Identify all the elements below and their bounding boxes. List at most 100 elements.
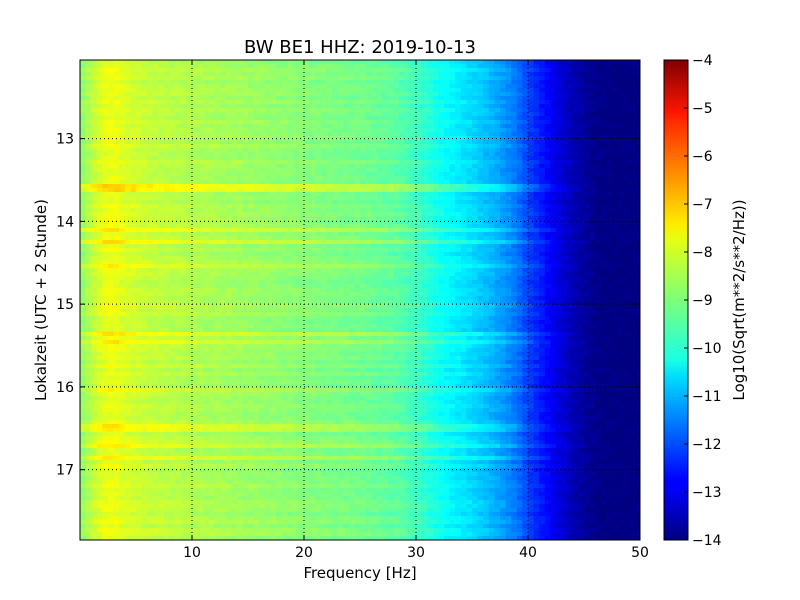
heatmap-cell — [360, 112, 367, 117]
heatmap-cell — [617, 128, 624, 133]
heatmap-cell — [281, 108, 288, 113]
heatmap-cell — [332, 184, 339, 189]
heatmap-cell — [169, 68, 176, 73]
heatmap-cell — [203, 180, 210, 185]
heatmap-cell — [96, 252, 103, 257]
heatmap-cell — [477, 156, 484, 161]
heatmap-cell — [298, 224, 305, 229]
heatmap-cell — [141, 120, 148, 125]
heatmap-cell — [550, 148, 557, 153]
heatmap-cell — [130, 152, 137, 157]
heatmap-cell — [136, 140, 143, 145]
heatmap-cell — [455, 188, 462, 193]
heatmap-cell — [556, 84, 563, 89]
heatmap-cell — [444, 184, 451, 189]
heatmap-cell — [360, 248, 367, 253]
heatmap-cell — [309, 76, 316, 81]
heatmap-cell — [477, 200, 484, 205]
heatmap-cell — [85, 196, 92, 201]
heatmap-cell — [348, 148, 355, 153]
heatmap-cell — [472, 220, 479, 225]
heatmap-cell — [404, 124, 411, 129]
heatmap-cell — [119, 64, 126, 69]
heatmap-cell — [124, 92, 131, 97]
heatmap-cell — [292, 76, 299, 81]
heatmap-cell — [197, 176, 204, 181]
heatmap-cell — [376, 148, 383, 153]
heatmap-cell — [315, 128, 322, 133]
heatmap-cell — [505, 108, 512, 113]
heatmap-cell — [175, 172, 182, 177]
heatmap-cell — [113, 80, 120, 85]
heatmap-cell — [102, 92, 109, 97]
heatmap-cell — [203, 104, 210, 109]
heatmap-cell — [332, 176, 339, 181]
heatmap-cell — [606, 256, 613, 261]
heatmap-cell — [113, 152, 120, 157]
heatmap-cell — [354, 184, 361, 189]
heatmap-cell — [281, 96, 288, 101]
heatmap-cell — [393, 108, 400, 113]
heatmap-cell — [147, 144, 154, 149]
heatmap-cell — [578, 76, 585, 81]
heatmap-cell — [332, 252, 339, 257]
heatmap-cell — [102, 144, 109, 149]
heatmap-cell — [477, 212, 484, 217]
heatmap-cell — [393, 116, 400, 121]
heatmap-cell — [309, 252, 316, 257]
heatmap-cell — [584, 136, 591, 141]
heatmap-cell — [477, 244, 484, 249]
heatmap-cell — [382, 176, 389, 181]
heatmap-cell — [628, 72, 635, 77]
heatmap-cell — [634, 208, 640, 213]
heatmap-cell — [124, 248, 131, 253]
heatmap-cell — [192, 204, 199, 209]
heatmap-cell — [248, 92, 255, 97]
heatmap-cell — [516, 192, 523, 197]
heatmap-cell — [410, 140, 417, 145]
heatmap-cell — [337, 256, 344, 261]
heatmap-cell — [606, 68, 613, 73]
heatmap-cell — [147, 208, 154, 213]
heatmap-cell — [164, 216, 171, 221]
heatmap-cell — [388, 184, 395, 189]
heatmap-cell — [550, 212, 557, 217]
heatmap-cell — [466, 140, 473, 145]
heatmap-cell — [556, 172, 563, 177]
heatmap-cell — [516, 116, 523, 121]
heatmap-cell — [556, 144, 563, 149]
heatmap-cell — [460, 248, 467, 253]
heatmap-cell — [186, 172, 193, 177]
heatmap-cell — [225, 244, 232, 249]
heatmap-cell — [119, 196, 126, 201]
heatmap-cell — [270, 92, 277, 97]
heatmap-cell — [556, 136, 563, 141]
heatmap-cell — [556, 100, 563, 105]
heatmap-cell — [584, 200, 591, 205]
heatmap-cell — [455, 108, 462, 113]
heatmap-cell — [147, 204, 154, 209]
heatmap-cell — [595, 112, 602, 117]
heatmap-cell — [578, 140, 585, 145]
heatmap-cell — [572, 212, 579, 217]
heatmap-cell — [276, 120, 283, 125]
heatmap-cell — [550, 172, 557, 177]
heatmap-cell — [304, 232, 311, 237]
heatmap-cell — [287, 92, 294, 97]
heatmap-cell — [634, 156, 640, 161]
heatmap-cell — [80, 184, 87, 189]
heatmap-cell — [169, 148, 176, 153]
heatmap-cell — [556, 200, 563, 205]
heatmap-cell — [472, 92, 479, 97]
heatmap-cell — [623, 184, 630, 189]
heatmap-cell — [550, 232, 557, 237]
heatmap-cell — [304, 96, 311, 101]
heatmap-cell — [449, 176, 456, 181]
heatmap-cell — [292, 212, 299, 217]
heatmap-cell — [332, 192, 339, 197]
heatmap-cell — [623, 204, 630, 209]
heatmap-cell — [634, 100, 640, 105]
heatmap-cell — [80, 104, 87, 109]
heatmap-cell — [466, 92, 473, 97]
heatmap-cell — [281, 232, 288, 237]
